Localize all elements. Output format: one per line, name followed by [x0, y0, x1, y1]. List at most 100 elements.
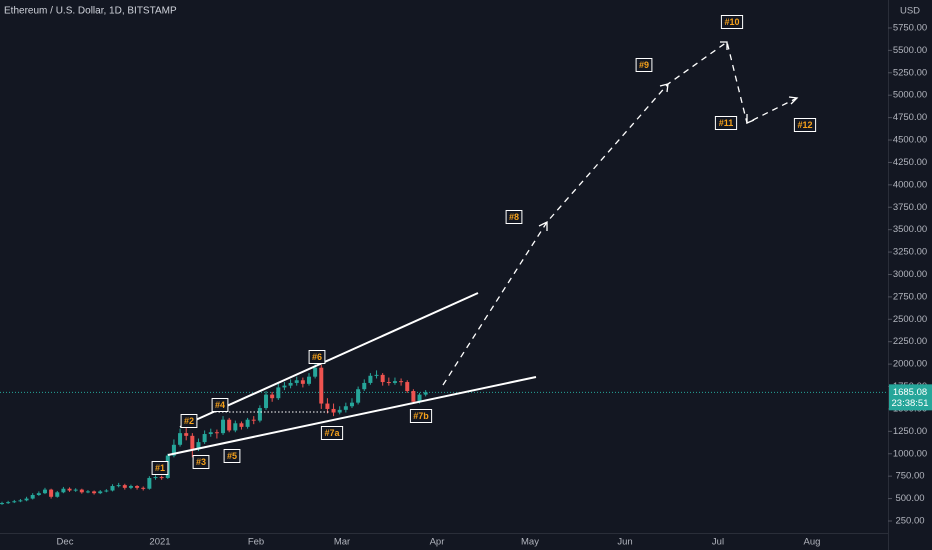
- annotation-label: #10: [724, 17, 739, 27]
- candle-body: [116, 485, 121, 487]
- candle-body: [264, 394, 269, 409]
- candle-body: [85, 491, 90, 493]
- candle-body: [214, 432, 219, 434]
- annotation-label: #11: [719, 118, 734, 128]
- candle-body: [307, 376, 311, 384]
- candle-body: [257, 408, 262, 421]
- annotation-box: [635, 58, 653, 72]
- x-tick-label: Mar: [334, 537, 350, 548]
- candle-body: [411, 391, 416, 402]
- candle-body: [128, 486, 133, 488]
- candle-body: [122, 485, 127, 488]
- projection-path: [442, 40, 798, 386]
- x-tick-label: Jun: [617, 537, 632, 548]
- candle-body: [251, 419, 256, 421]
- annotation-box: [720, 15, 744, 29]
- annotation-box: [714, 116, 738, 130]
- candle-body: [92, 491, 97, 494]
- drawings: [167, 40, 799, 456]
- annotation-label: #5: [227, 451, 237, 461]
- currency-label: USD: [900, 6, 920, 17]
- annotation-box: [308, 350, 326, 364]
- trend-line-upper: [179, 292, 479, 428]
- candle-body: [49, 489, 54, 497]
- annotation-box: [192, 455, 210, 469]
- y-tick-label: 4750.00: [893, 112, 927, 123]
- y-tick-label: 500.00: [895, 493, 924, 504]
- annotation-box: [793, 118, 817, 132]
- annotation-label: #7a: [324, 428, 340, 438]
- candle-body: [294, 380, 299, 383]
- candle-body: [104, 490, 109, 492]
- annotation-label: #9: [639, 60, 649, 70]
- candle-body: [386, 382, 391, 384]
- candle-body: [184, 433, 189, 436]
- candle-body: [417, 394, 422, 402]
- candle-body: [61, 488, 66, 493]
- candle-body: [0, 503, 4, 505]
- candle-body: [319, 367, 324, 404]
- annotation-label: #1: [155, 463, 165, 473]
- y-tick-label: 2000.00: [893, 359, 927, 370]
- annotation-label: #2: [184, 416, 194, 426]
- candles: [0, 364, 428, 505]
- y-tick-label: 1250.00: [893, 426, 927, 437]
- candle-body: [245, 419, 250, 427]
- candle-body: [368, 375, 373, 383]
- candle-body: [36, 493, 41, 495]
- candle-body: [325, 403, 330, 409]
- y-tick-label: 2750.00: [893, 291, 927, 302]
- annotation-box: [320, 426, 344, 440]
- y-tick-label: 3500.00: [893, 224, 927, 235]
- candle-body: [221, 419, 226, 434]
- candle-body: [233, 423, 238, 431]
- candle-body: [356, 389, 361, 403]
- annotation-box: [180, 414, 198, 428]
- candle-body: [178, 433, 183, 445]
- candle-body: [202, 434, 207, 443]
- annotation-label: #8: [509, 212, 519, 222]
- annotation-box: [409, 409, 433, 423]
- y-tick-label: 4000.00: [893, 179, 927, 190]
- current-price-box: [889, 384, 932, 411]
- candle-body: [110, 486, 115, 491]
- current-price-label: 1685.08: [893, 387, 927, 398]
- y-tick-label: 4250.00: [893, 157, 927, 168]
- annotation-label: #7b: [413, 411, 429, 421]
- candle-body: [190, 435, 195, 450]
- candle-body: [331, 408, 336, 413]
- candle-body: [98, 491, 103, 494]
- candle-body: [153, 477, 158, 479]
- candle-body: [337, 409, 342, 413]
- candle-body: [6, 502, 11, 504]
- candle-body: [67, 488, 72, 491]
- y-tick-label: 1000.00: [893, 448, 927, 459]
- y-tick-label: 2250.00: [893, 336, 927, 347]
- candle-body: [147, 477, 152, 489]
- x-tick-label: Jul: [712, 537, 724, 548]
- candle-body: [362, 382, 367, 390]
- y-tick-label: 5750.00: [893, 22, 927, 33]
- candle-body: [270, 394, 275, 399]
- candle-body: [349, 402, 354, 407]
- x-tick-label: Apr: [430, 537, 445, 548]
- candle-body: [392, 381, 397, 383]
- candle-body: [141, 487, 146, 489]
- y-tick-label: 250.00: [895, 516, 924, 527]
- y-tick-label: 2500.00: [893, 314, 927, 325]
- x-tick-label: Aug: [804, 537, 821, 548]
- y-tick-label: 750.00: [895, 471, 924, 482]
- y-tick-label: 3250.00: [893, 247, 927, 258]
- y-tick-label: 5500.00: [893, 45, 927, 56]
- candle-body: [12, 501, 17, 503]
- annotation-label: #4: [215, 400, 225, 410]
- y-tick-label: 3000.00: [893, 269, 927, 280]
- candle-body: [282, 385, 287, 388]
- candle-body: [208, 432, 213, 435]
- projection-arrowheads: [538, 41, 799, 231]
- annotation-box: [505, 210, 523, 224]
- annotation-label: #12: [797, 120, 812, 130]
